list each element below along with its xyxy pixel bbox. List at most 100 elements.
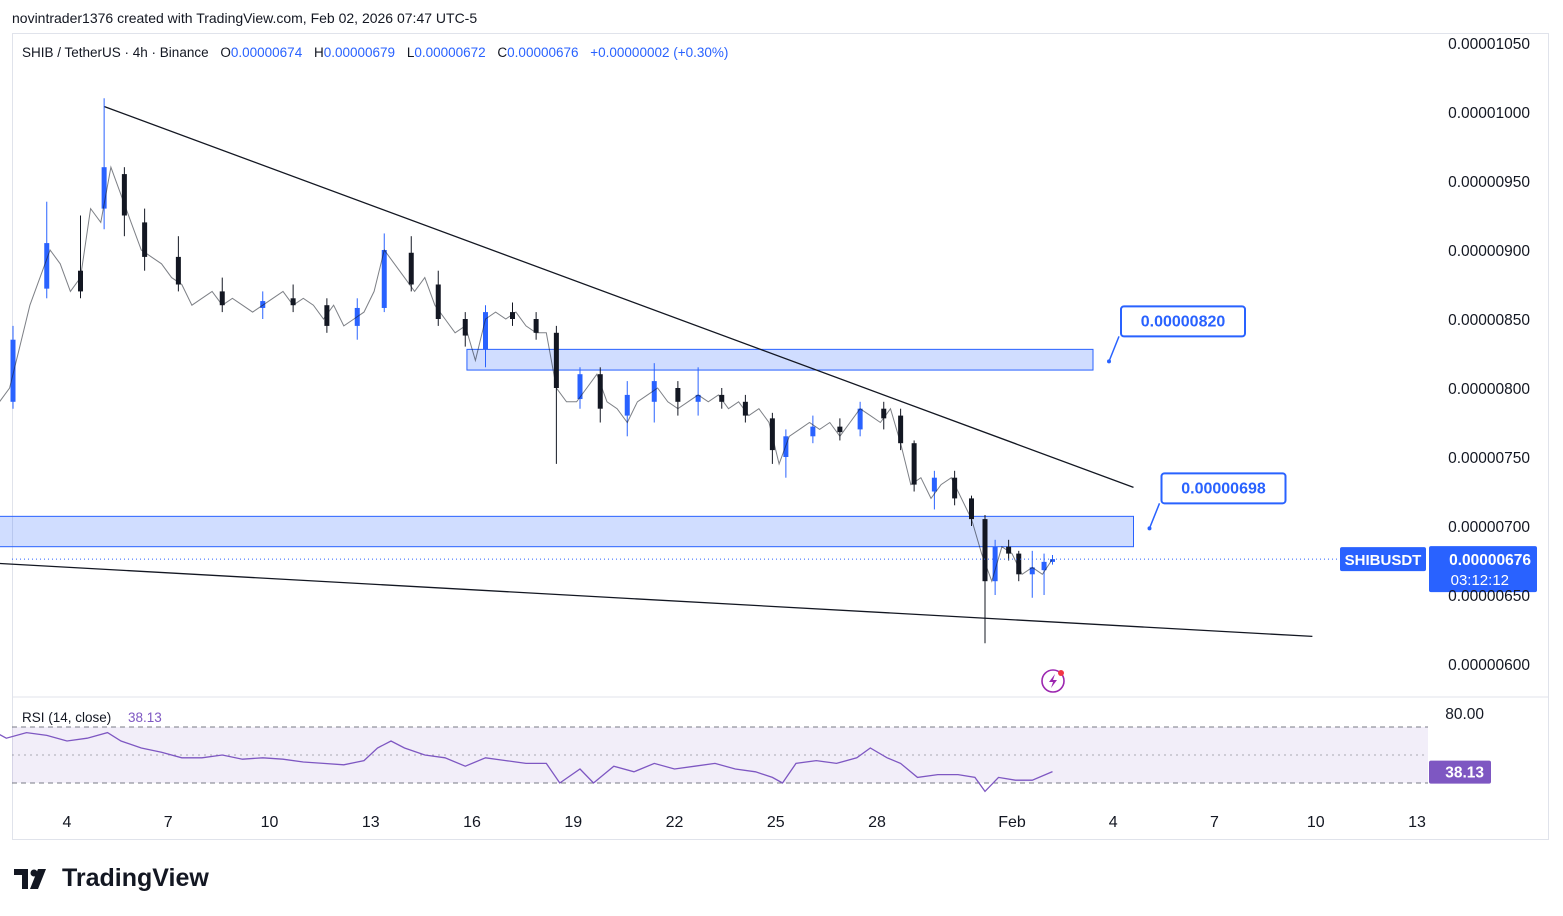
zone-callout-label-1: 0.00000698 [1181,480,1266,497]
candle-17[interactable] [483,312,488,350]
zone-1[interactable] [0,515,1134,548]
candle-24[interactable] [651,381,657,402]
candle-14[interactable] [408,252,414,285]
price-tick-2: 0.00000950 [1448,174,1530,191]
time-tick-7: 25 [767,814,785,831]
candle-32[interactable] [837,426,843,433]
candle-19[interactable] [533,319,539,333]
zone-callout-label-0: 0.00000820 [1141,313,1226,330]
time-tick-2: 10 [261,814,279,831]
rsi-legend-title[interactable]: RSI (14, close) [22,710,111,725]
last-price-badge[interactable] [1429,546,1537,593]
candle-22[interactable] [597,374,603,409]
price-tick-8: 0.00000650 [1448,588,1530,605]
change-value: +0.00000002 (+0.30%) [590,45,729,60]
price-tick-6: 0.00000750 [1448,450,1530,467]
candle-21[interactable] [577,374,583,400]
high-label: H [313,45,324,60]
candle-10[interactable] [290,298,296,306]
time-tick-4: 16 [463,814,481,831]
zone-callout-box-0[interactable] [1120,305,1246,338]
candle-6[interactable] [142,222,148,257]
rsi-pane: RSI (14, close) 38.13 80.00 38.13 [0,706,1491,793]
open-label: O [220,45,231,60]
candle-4[interactable] [101,167,107,209]
candle-46[interactable] [1050,559,1055,562]
candle-45[interactable] [1041,561,1047,571]
replay-icon[interactable] [1041,669,1065,693]
rsi-value-badge-text: 38.13 [1445,765,1484,782]
price-axis: 0.00001050 0.00001000 0.00000950 0.00000900… [1448,36,1530,674]
bar-countdown: 03:12:12 [1451,572,1509,589]
time-tick-12: 10 [1307,814,1325,831]
symbol-info[interactable]: SHIB / TetherUS · 4h · Binance [22,45,209,60]
price-path [0,165,1053,583]
zone-callout-pointer-0 [1108,336,1120,362]
candle-40[interactable] [982,519,988,582]
rsi-legend-value: 38.13 [128,710,162,725]
candle-43[interactable] [1016,553,1022,575]
time-tick-3: 13 [362,814,380,831]
candle-23[interactable] [624,394,630,416]
zone-callout-pointer-1 [1148,503,1161,529]
candle-20[interactable] [553,332,559,388]
candle-2[interactable] [44,243,50,289]
candle-26[interactable] [695,394,701,402]
symbol-tag-text: SHIBUSDT [1345,552,1422,569]
open-value: 0.00000674 [230,45,303,60]
candle-1[interactable] [10,339,16,402]
close-value: 0.00000676 [507,45,579,60]
low-label: L [406,45,415,60]
tradingview-logo-text: TradingView [62,864,209,892]
candle-38[interactable] [952,477,958,499]
candle-7[interactable] [175,256,181,285]
chart-attribution: novintrader1376 created with TradingView… [12,10,478,26]
close-label: C [497,45,508,60]
price-tick-0: 0.00001050 [1448,36,1530,53]
time-tick-11: 7 [1210,814,1219,831]
price-tick-5: 0.00000800 [1448,381,1530,398]
tradingview-logo[interactable]: TradingView [14,864,209,893]
zone-0[interactable] [466,348,1094,371]
candle-3[interactable] [78,270,83,292]
trendline-1[interactable] [0,561,1313,638]
low-value: 0.00000672 [414,45,486,60]
candle-27[interactable] [719,394,725,402]
candle-33[interactable] [857,408,863,430]
rsi-value-badge[interactable] [1429,760,1491,784]
candle-5[interactable] [121,174,127,216]
candle-31[interactable] [810,426,816,437]
candle-36[interactable] [911,443,917,485]
symbol-tag[interactable] [1340,547,1426,572]
candle-18[interactable] [510,312,515,319]
last-price-layer: SHIBUSDT 0.00000676 03:12:12 [12,546,1537,593]
time-tick-0: 4 [63,814,72,831]
rsi-tick-0: 80.00 [1445,706,1484,723]
time-tick-8: 28 [868,814,886,831]
candle-11[interactable] [324,305,330,326]
candle-34[interactable] [881,408,887,419]
candle-8[interactable] [219,291,225,306]
candle-37[interactable] [931,477,937,492]
candle-28[interactable] [742,401,748,416]
trendline-0[interactable] [103,105,1134,488]
candle-44[interactable] [1029,567,1035,575]
candle-35[interactable] [898,415,904,444]
candle-25[interactable] [675,388,681,402]
candle-9[interactable] [260,301,266,308]
rsi-line[interactable] [0,727,1053,793]
trendlines-layer [0,105,1313,638]
candle-41[interactable] [992,546,998,582]
candle-15[interactable] [435,284,441,320]
candle-13[interactable] [381,250,387,308]
time-tick-6: 22 [666,814,684,831]
zone-callout-dot-0 [1107,359,1111,364]
candle-39[interactable] [969,498,974,520]
zone-callout-box-1[interactable] [1160,472,1287,505]
price-tick-7: 0.00000700 [1448,519,1530,536]
candle-42[interactable] [1006,546,1012,554]
tradingview-logo-icon [14,868,46,889]
zones-layer: 0.00000820 0.00000698 [0,305,1287,548]
time-tick-10: 4 [1109,814,1118,831]
